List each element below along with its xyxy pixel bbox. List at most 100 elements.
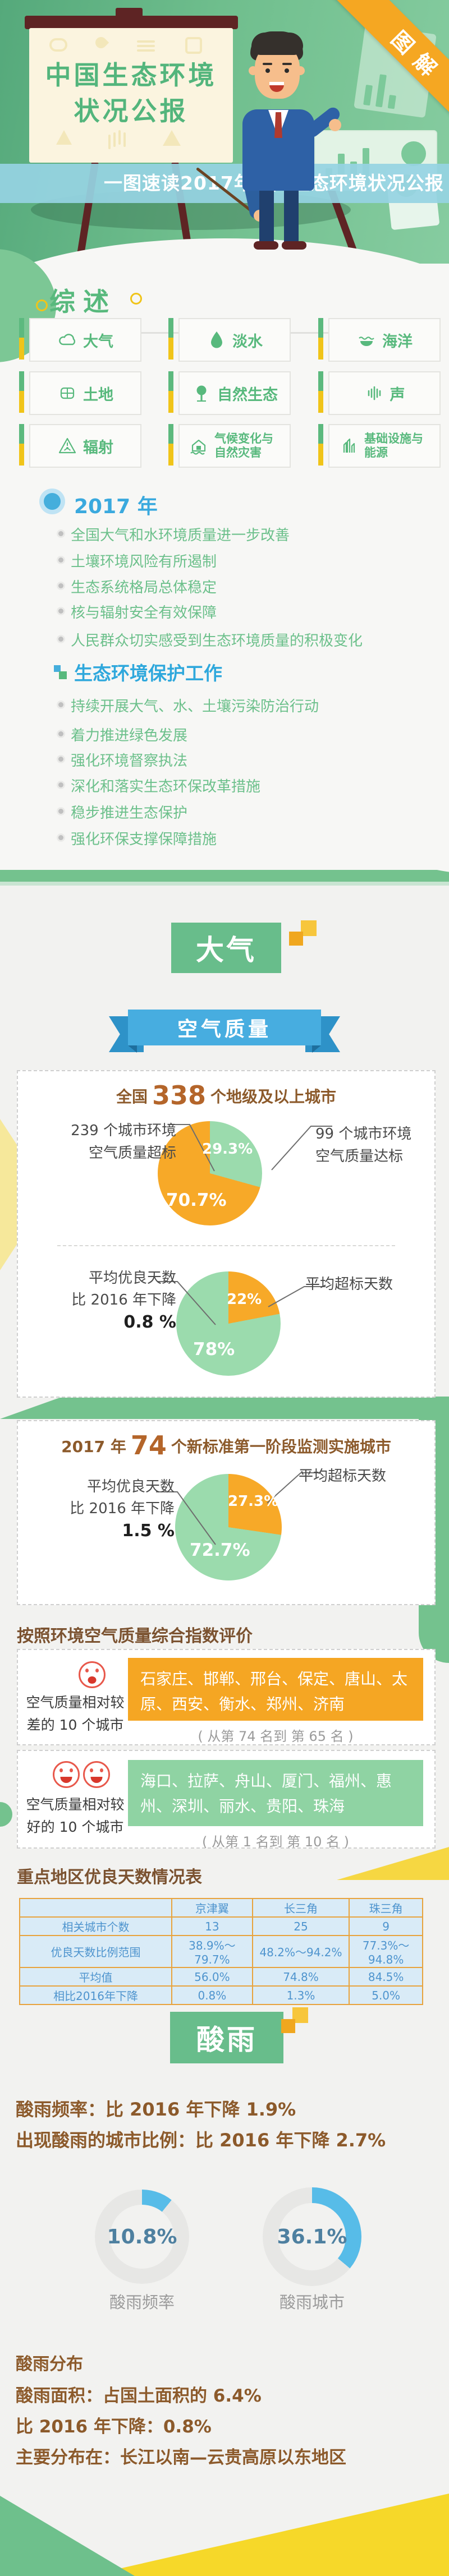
- man-tie: [274, 112, 282, 138]
- card-accent: [19, 424, 24, 466]
- cloud-icon: [49, 38, 67, 52]
- overview-card-ocean: 海洋: [328, 318, 441, 362]
- pie1-left-label-line2: 空气质量超标: [88, 1145, 176, 1162]
- work-point-text: 稳步推进生态保护: [71, 805, 188, 822]
- table-cell: 56.0%: [171, 1967, 253, 1987]
- pie1-right-label-line2: 空气质量达标: [315, 1148, 404, 1165]
- table-row: 优良天数比例范围 38.9%～79.7% 48.2%～94.2% 77.3%～9…: [19, 1935, 423, 1968]
- best-rank-note: ( 从第 1 名到 第 10 名 ): [202, 1834, 349, 1850]
- donut-hole: [278, 2203, 346, 2270]
- worst-label-line1: 空气质量相对较: [26, 1694, 125, 1711]
- donut-hole: [110, 2205, 174, 2269]
- table-cell: 相比2016年下降: [19, 1985, 173, 2005]
- table-cell: 平均值: [19, 1967, 173, 1987]
- header-stage: 中国生态环境 状况公报 一图速读2017年中国生态环境状况公报: [0, 0, 449, 264]
- work-point-text: 着力推进绿色发展: [71, 727, 188, 744]
- pie1-right-label: 99 个城市环境 空气质量达标: [315, 1123, 433, 1168]
- best-cities-box: 空气质量相对较 好的 10 个城市 海口、拉萨、舟山、厦门、福州、惠州、深圳、丽…: [17, 1750, 436, 1850]
- table-cell: 13: [171, 1916, 253, 1936]
- box1-title-prefix: 全国: [116, 1087, 148, 1106]
- pie2-left-label-line1: 平均优良天数: [88, 1270, 176, 1287]
- man-fringe: [251, 33, 303, 55]
- year-point-text: 土壤环境风险有所遏制: [71, 554, 217, 570]
- infrastructure-icon: [343, 438, 355, 453]
- table-cell: 9: [349, 1916, 423, 1936]
- card-label: 气候变化与自然灾害: [214, 431, 273, 459]
- overview-title: 综述: [49, 287, 117, 317]
- pie2-left-label-value: 0.8 %: [123, 1312, 176, 1332]
- man-right-hand: [329, 119, 341, 131]
- table-cell: 长三角: [251, 1898, 350, 1918]
- box1-title-suffix: 个地级及以上城市: [210, 1087, 337, 1106]
- board-top-bar: [25, 16, 238, 29]
- acid-section-title-box: 酸雨: [170, 2012, 283, 2063]
- overview-card-radiation: 辐射: [29, 424, 141, 468]
- card-accent: [19, 318, 24, 360]
- green-band-deco: [0, 1397, 449, 1419]
- key-region-table: 京津翼 长三角 珠三角 相关城市个数 13 25 9 优良天数比例范围 38.9…: [19, 1898, 423, 2005]
- card-accent: [318, 424, 323, 466]
- table-cell: 38.9%～79.7%: [171, 1935, 253, 1968]
- man-brow: [263, 63, 272, 65]
- air-quality-338-box: 全国 338 个地级及以上城市 29.3% 70.7% 239 个城市环境 空气质量…: [17, 1070, 436, 1398]
- pie-pct-green: 72.7%: [190, 1540, 250, 1560]
- acid-frequency-line: 酸雨频率：比 2016 年下降 1.9%: [16, 2099, 296, 2120]
- card-accent: [318, 371, 323, 413]
- pie1-left-label: 239 个城市环境 空气质量超标: [57, 1119, 176, 1164]
- man-leg: [259, 188, 274, 245]
- waterdrop-icon: [93, 34, 109, 51]
- work-title-icon: [54, 665, 61, 672]
- year-point-text: 生态系统格局总体稳定: [71, 579, 217, 596]
- air-quality-banner-text: 空气质量: [177, 1018, 272, 1041]
- pie-pct-green: 29.3%: [202, 1141, 253, 1158]
- table-cell: 1.3%: [251, 1985, 350, 2005]
- banner-text: 一图速读2017年中国生态环境状况公报: [0, 164, 449, 203]
- table-cell: 相关城市个数: [19, 1916, 173, 1936]
- year-bullet-deco-inner: [44, 493, 61, 510]
- sound-icon: [113, 132, 116, 147]
- best-label-line1: 空气质量相对较: [26, 1796, 125, 1813]
- pie2-left-label: 平均优良天数 比 2016 年下降 0.8 %: [45, 1268, 176, 1333]
- year-point-text: 全国大气和水环境质量进一步改善: [71, 527, 290, 544]
- tree-icon: [196, 385, 207, 402]
- waterdrop-icon: [211, 331, 222, 348]
- card-label: 辐射: [83, 439, 113, 457]
- card-label: 自然生态: [217, 386, 278, 404]
- card-label: 淡水: [232, 333, 263, 351]
- work-point-text: 强化环保支撑保障措施: [71, 831, 217, 848]
- man-teeth: [269, 82, 284, 85]
- best-cities-list: 海口、拉萨、舟山、厦门、福州、惠州、深圳、丽水、贵阳、珠海: [128, 1760, 423, 1826]
- worst-rank-note: ( 从第 74 名到 第 65 名 ): [198, 1729, 354, 1744]
- section-divider-band: [0, 870, 449, 882]
- man-leg: [284, 188, 299, 245]
- pie-chart-avg-days-74: [175, 1474, 282, 1580]
- table-cell: 48.2%～94.2%: [251, 1935, 350, 1968]
- table-cell: 5.0%: [349, 1985, 423, 2005]
- pie-pct-green: 78%: [193, 1339, 235, 1360]
- index-heading: 按照环境空气质量综合指数评价: [17, 1626, 253, 1646]
- year-point-text: 人民群众切实感受到生态环境质量的积极变化: [71, 633, 363, 649]
- air-quality-74-box: 2017 年 74 个新标准第一阶段监测实施城市 27.3% 72.7% 平均优良天…: [17, 1420, 436, 1605]
- square-deco-dark: [289, 932, 303, 946]
- green-semicircle-deco: [0, 1802, 12, 1827]
- acid-distribution-heading: 酸雨分布: [16, 2354, 83, 2374]
- table-row: 相比2016年下降 0.8% 1.3% 5.0%: [19, 1985, 423, 2005]
- box1-title: 全国 338 个地级及以上城市: [18, 1080, 434, 1110]
- man-brow: [282, 63, 292, 65]
- card-accent: [168, 424, 173, 466]
- acid-section-title: 酸雨: [196, 2024, 257, 2056]
- square-deco-light: [301, 920, 317, 936]
- acid-frequency-donut: 10.8%: [95, 2190, 189, 2284]
- square-deco-dark: [281, 2019, 295, 2033]
- table-row: 平均值 56.0% 74.8% 84.5%: [19, 1967, 423, 1987]
- smiley-face-icon: [83, 1761, 110, 1788]
- dashed-divider: [57, 1245, 395, 1246]
- overview-card-infrastructure: 基础设施与能源: [328, 424, 441, 468]
- table-cell: 0.8%: [171, 1985, 253, 2005]
- ring-deco: [130, 293, 142, 305]
- work-point-text: 强化环境督察执法: [71, 753, 188, 769]
- box2-title: 2017 年 74 个新标准第一阶段监测实施城市: [18, 1430, 434, 1460]
- radiation-icon: [58, 437, 76, 454]
- table-cell: 77.3%～94.8%: [349, 1935, 423, 1968]
